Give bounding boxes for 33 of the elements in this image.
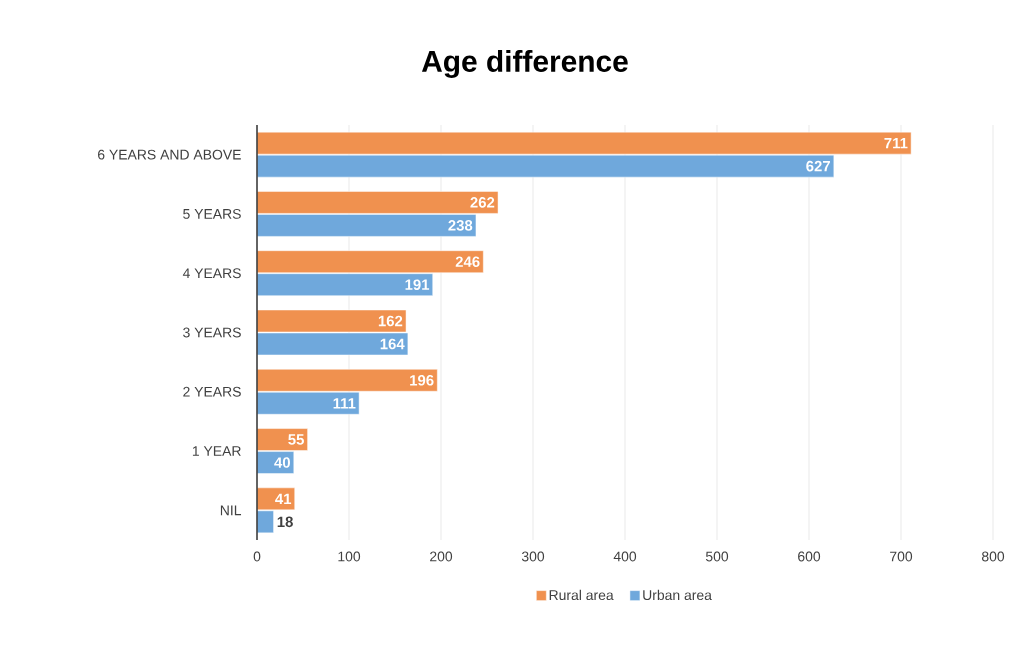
x-tick-label: 500	[705, 551, 729, 562]
x-tick-label: 800	[981, 551, 1005, 562]
data-label: 711	[884, 137, 908, 149]
y-tick-label: 4 YEARS	[182, 268, 241, 279]
y-tick-label: 2 YEARS	[183, 386, 241, 397]
data-label: 191	[405, 279, 430, 290]
data-label: 164	[380, 338, 405, 350]
data-label: 238	[448, 220, 473, 231]
chart-title: Age difference	[421, 49, 628, 78]
data-label: 262	[470, 197, 495, 208]
data-label: 111	[333, 398, 356, 409]
data-label: 18	[277, 516, 293, 528]
x-tick-label: 400	[613, 551, 637, 562]
y-tick-label: 5 YEARS	[183, 208, 241, 219]
data-label: 246	[455, 256, 480, 267]
legend-label: Urban area	[643, 589, 712, 601]
y-tick-label: 1 YEAR	[192, 446, 241, 456]
data-label: 627	[806, 160, 830, 172]
x-tick-label: 0	[253, 551, 261, 562]
data-label: 196	[410, 374, 434, 386]
y-tick-label: NIL	[220, 505, 242, 516]
x-tick-label: 100	[338, 551, 361, 562]
x-tick-label: 200	[430, 551, 453, 562]
x-tick-label: 700	[890, 551, 913, 562]
x-tick-label: 600	[798, 551, 821, 562]
data-label: 40	[274, 457, 290, 468]
x-tick-label: 300	[521, 551, 545, 562]
data-label: 41	[275, 493, 292, 504]
data-label: 162	[378, 315, 403, 327]
y-tick-label: 3 YEARS	[183, 327, 241, 338]
legend-label: Rural area	[549, 589, 614, 601]
y-tick-label: 6 YEARS AND ABOVE	[98, 149, 241, 160]
data-label: 55	[288, 434, 304, 445]
